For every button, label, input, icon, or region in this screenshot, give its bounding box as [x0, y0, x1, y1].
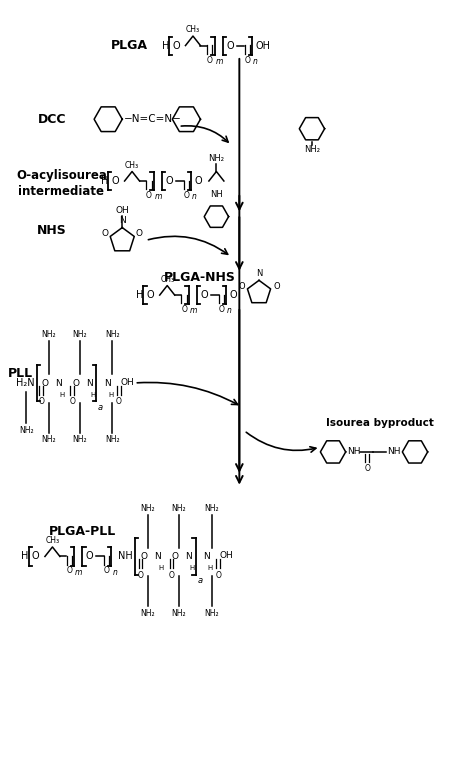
Text: NH: NH	[347, 447, 361, 457]
Text: O: O	[41, 378, 48, 388]
Text: a: a	[197, 577, 202, 585]
Text: NH₂: NH₂	[73, 435, 87, 444]
Text: N: N	[119, 216, 126, 225]
Text: NH₂: NH₂	[209, 154, 224, 163]
Text: NH₂: NH₂	[105, 435, 120, 444]
Text: O: O	[111, 176, 119, 186]
Text: CH₃: CH₃	[160, 275, 174, 283]
Text: H: H	[91, 391, 96, 398]
Text: N: N	[155, 552, 161, 561]
Text: O: O	[72, 378, 79, 388]
Text: NH₂: NH₂	[73, 330, 87, 339]
Text: N: N	[104, 378, 111, 388]
Text: O: O	[146, 290, 154, 300]
Text: CH₃: CH₃	[46, 536, 60, 545]
Text: O: O	[201, 290, 208, 300]
Text: O: O	[66, 567, 72, 575]
Text: O: O	[173, 41, 180, 51]
Text: N: N	[256, 269, 262, 278]
Text: NH: NH	[387, 447, 401, 457]
Text: O: O	[183, 191, 189, 200]
Text: O: O	[140, 552, 147, 561]
Text: CH₃: CH₃	[125, 161, 139, 169]
Text: O: O	[245, 55, 250, 64]
Text: PLGA: PLGA	[111, 39, 148, 52]
Text: NH₂: NH₂	[172, 609, 186, 617]
Text: CH₃: CH₃	[186, 25, 200, 34]
Text: N: N	[203, 552, 210, 561]
Text: O: O	[69, 398, 75, 406]
Text: O: O	[38, 398, 44, 406]
Text: O: O	[219, 305, 225, 314]
Text: NHS: NHS	[37, 224, 67, 237]
Text: O: O	[136, 229, 143, 237]
Text: NH: NH	[118, 552, 133, 561]
Text: NH₂: NH₂	[172, 504, 186, 512]
Text: N: N	[185, 552, 192, 561]
Text: O: O	[32, 552, 39, 561]
Text: PLGA-NHS: PLGA-NHS	[164, 270, 236, 283]
Text: H: H	[136, 290, 143, 300]
Text: O: O	[238, 282, 245, 291]
Text: H: H	[162, 41, 169, 51]
Text: O: O	[194, 176, 202, 186]
Text: n: n	[227, 306, 232, 316]
Text: O-acylisourea: O-acylisourea	[16, 169, 107, 182]
Text: a: a	[98, 403, 103, 412]
Text: O: O	[168, 571, 174, 580]
Text: PLL: PLL	[8, 367, 33, 380]
Text: −N=C=N−: −N=C=N−	[124, 114, 182, 124]
Text: NH₂: NH₂	[19, 426, 34, 435]
Text: O: O	[101, 229, 109, 237]
Text: O: O	[137, 571, 144, 580]
Text: OH: OH	[115, 206, 129, 215]
Text: O: O	[146, 191, 152, 200]
Text: O: O	[215, 571, 221, 580]
Text: O: O	[165, 176, 173, 186]
Text: H: H	[108, 391, 113, 398]
Text: H: H	[21, 552, 28, 561]
Text: H: H	[159, 565, 164, 571]
Text: n: n	[253, 57, 258, 66]
Text: H: H	[208, 565, 213, 571]
Text: OH: OH	[255, 41, 270, 51]
Text: m: m	[75, 568, 82, 577]
Text: O: O	[229, 290, 237, 300]
Text: n: n	[112, 568, 117, 577]
Text: OH: OH	[219, 551, 233, 560]
Text: DCC: DCC	[38, 113, 66, 126]
Text: H: H	[59, 391, 65, 398]
Text: NH₂: NH₂	[204, 609, 219, 617]
Text: O: O	[273, 282, 280, 291]
Text: m: m	[216, 57, 223, 66]
Text: OH: OH	[120, 378, 134, 387]
Text: H: H	[190, 565, 195, 571]
Text: O: O	[226, 41, 234, 51]
Text: NH: NH	[210, 189, 223, 198]
Text: H₂N: H₂N	[16, 378, 35, 388]
Text: O: O	[181, 305, 187, 314]
Text: O: O	[104, 567, 109, 575]
Text: N: N	[55, 378, 62, 388]
Text: H: H	[101, 176, 108, 186]
Text: m: m	[190, 306, 197, 316]
Text: NH₂: NH₂	[141, 504, 155, 512]
Text: NH₂: NH₂	[204, 504, 219, 512]
Text: O: O	[365, 464, 370, 473]
Text: NH₂: NH₂	[105, 330, 120, 339]
Text: N: N	[86, 378, 93, 388]
Text: n: n	[192, 192, 197, 201]
Text: O: O	[116, 398, 122, 406]
Text: m: m	[155, 192, 162, 201]
Text: NH₂: NH₂	[41, 435, 56, 444]
Text: O: O	[207, 55, 213, 64]
Text: Isourea byproduct: Isourea byproduct	[326, 418, 434, 428]
Text: intermediate: intermediate	[18, 185, 104, 198]
Text: NH₂: NH₂	[141, 609, 155, 617]
Text: NH₂: NH₂	[41, 330, 56, 339]
Text: NH₂: NH₂	[304, 146, 320, 155]
Text: O: O	[86, 552, 93, 561]
Text: PLGA-PLL: PLGA-PLL	[49, 525, 116, 538]
Text: O: O	[172, 552, 178, 561]
